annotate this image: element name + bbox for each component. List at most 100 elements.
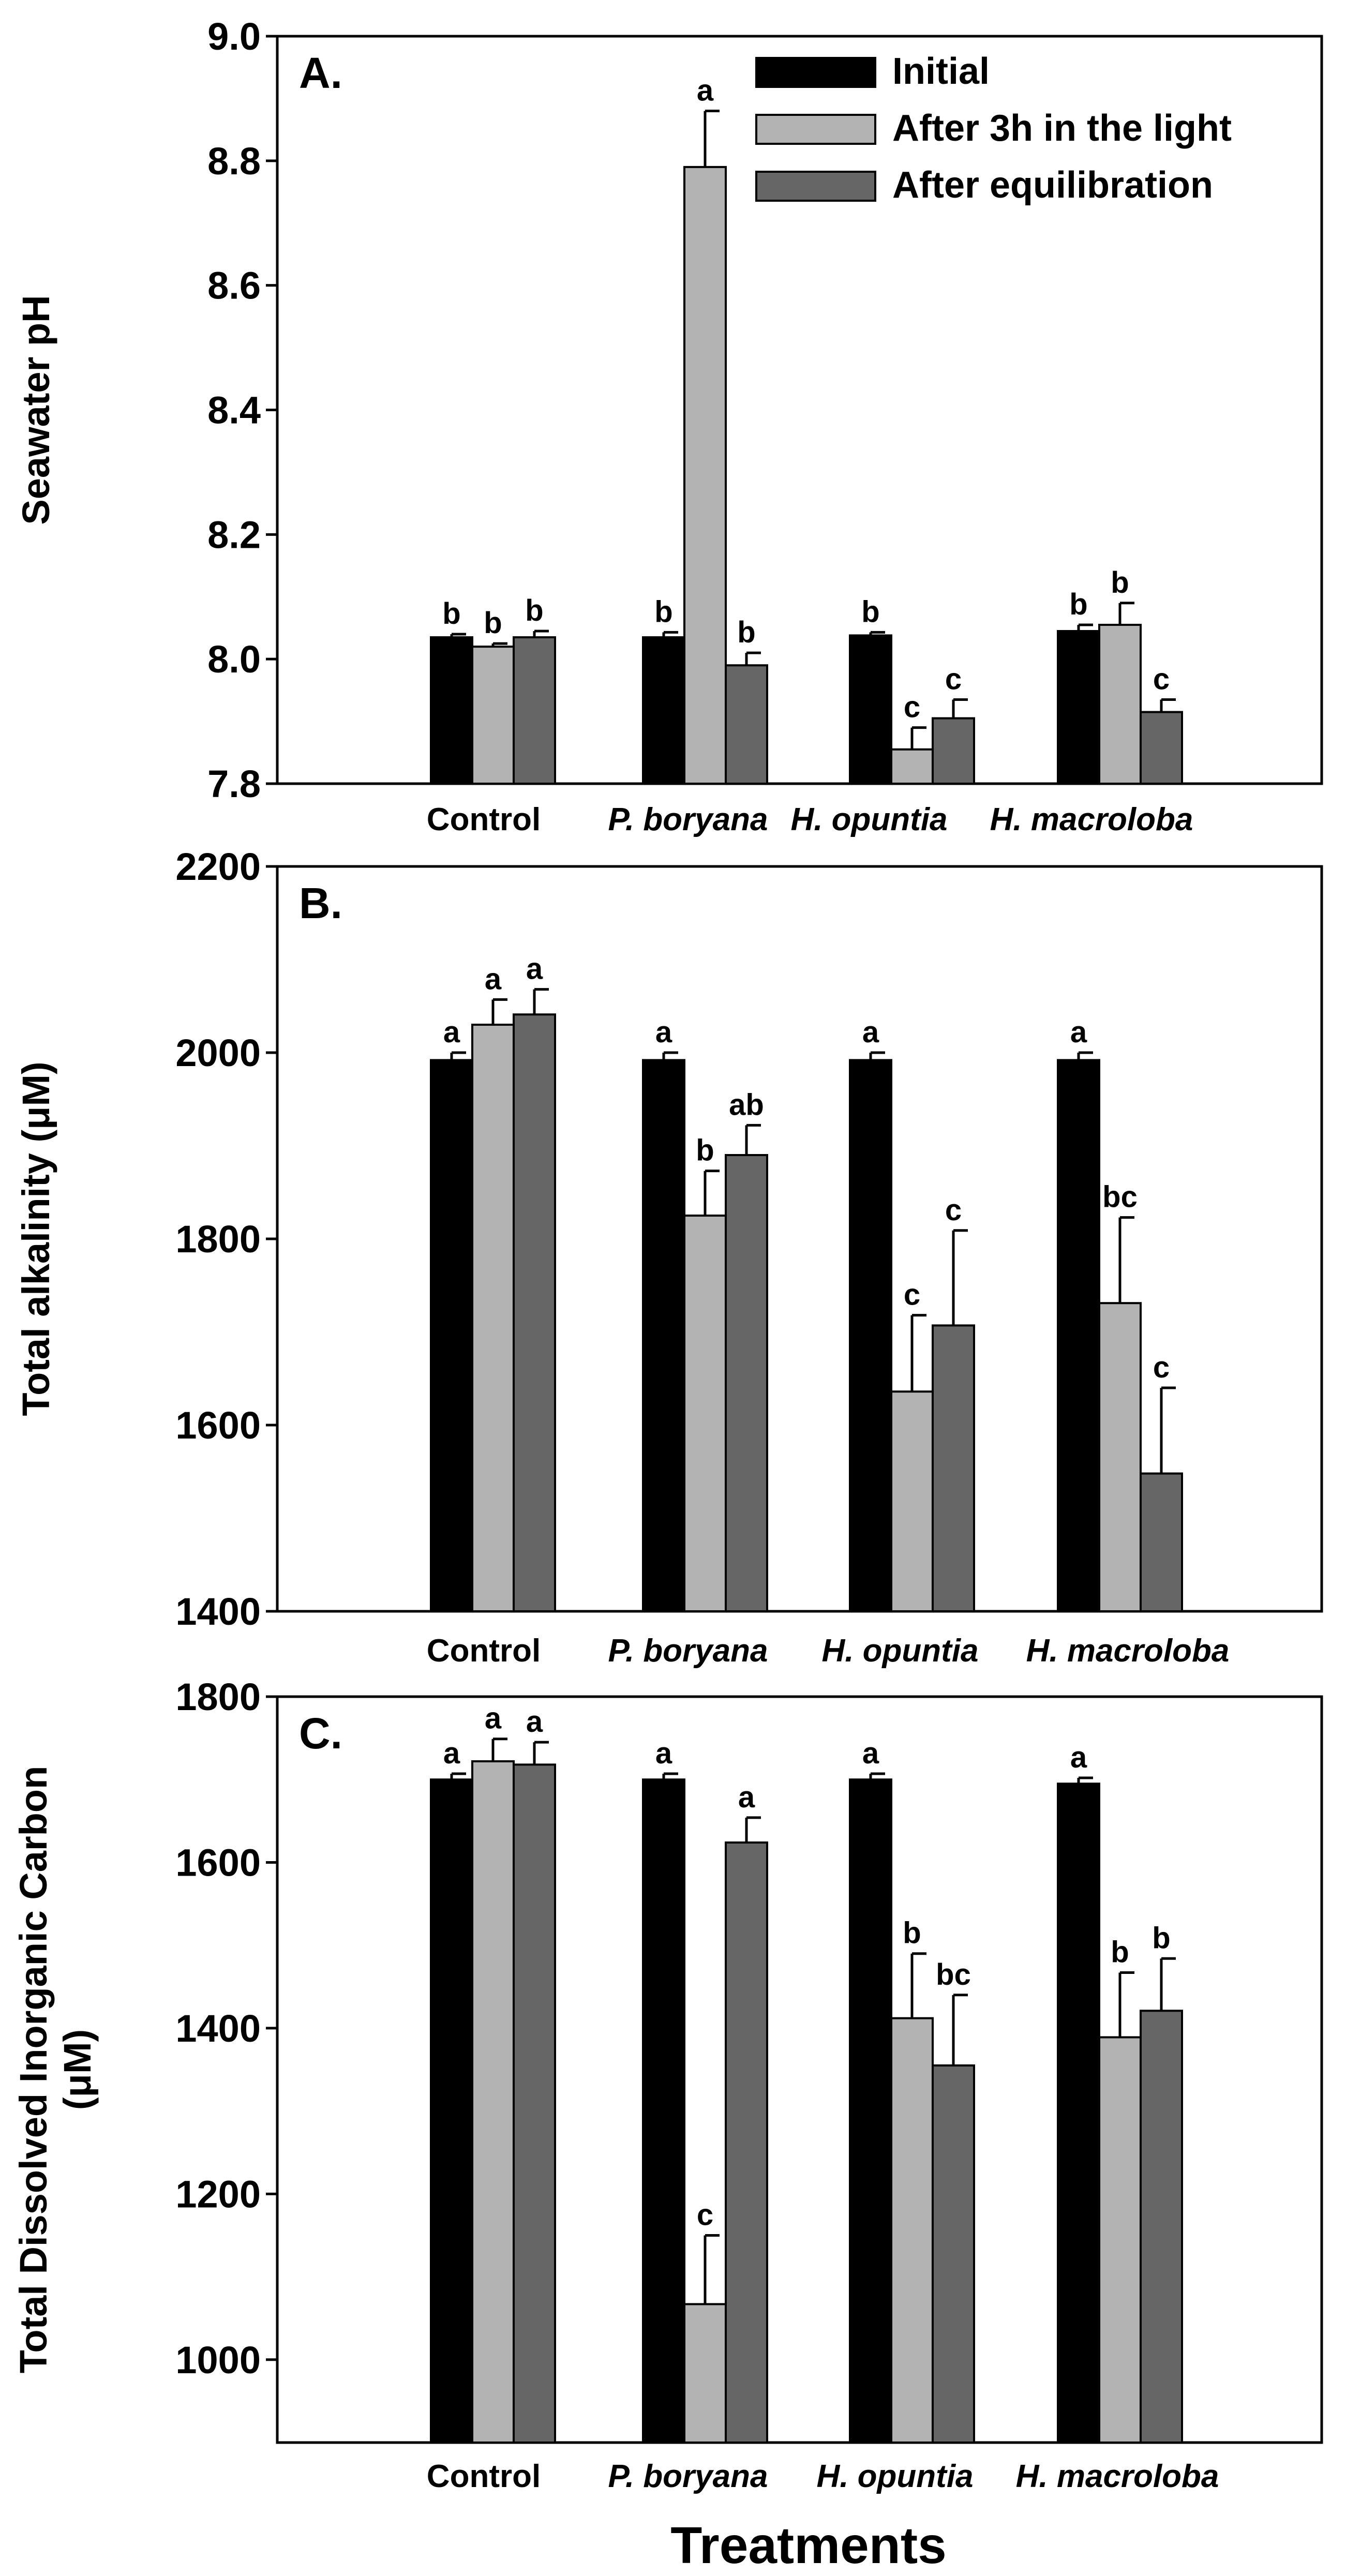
significance-letter: b (1152, 1921, 1170, 1955)
y-tick-label: 1600 (175, 1841, 261, 1884)
y-axis-title: Total alkalinity (μM) (14, 1061, 57, 1416)
significance-letter: c (945, 662, 962, 696)
legend-swatch (755, 114, 876, 145)
significance-letter: c (1153, 1351, 1170, 1384)
legend: Initial After 3h in the light After equili… (755, 51, 1232, 206)
bar (430, 1059, 473, 1612)
bar (471, 646, 515, 785)
bar (932, 2064, 975, 2444)
bar (849, 1778, 892, 2444)
bar (1098, 1302, 1142, 1612)
bar (1098, 2036, 1142, 2444)
bar (890, 2017, 934, 2444)
significance-letter: b (1069, 588, 1087, 621)
significance-letter: bc (1102, 1180, 1138, 1214)
significance-letter: a (697, 74, 714, 108)
significance-letter: a (443, 1015, 460, 1049)
x-axis-title: Treatments (670, 2517, 947, 2574)
x-tick-label: H. opuntia (821, 1633, 978, 1669)
bar (1098, 623, 1142, 785)
x-tick-label: H. opuntia (816, 2459, 973, 2494)
significance-letter: c (904, 1278, 920, 1312)
y-tick-label: 1600 (175, 1404, 261, 1447)
y-axis-title: Seawater pH (14, 295, 57, 525)
significance-letter: c (1153, 662, 1170, 696)
y-tick-label: 1800 (175, 1675, 261, 1718)
significance-letter: a (443, 1736, 460, 1770)
significance-letter: a (862, 1736, 879, 1770)
x-tick-label: H. macroloba (1026, 1633, 1230, 1669)
bar (1057, 1783, 1100, 2444)
bar (725, 664, 768, 785)
y-tick-label: 8.0 (207, 638, 261, 681)
significance-letter: c (697, 2198, 713, 2231)
x-tick-label: Control (427, 2459, 541, 2494)
bar (1140, 1472, 1183, 1613)
bar (849, 634, 892, 785)
y-tick-label: 2200 (175, 845, 261, 888)
legend-label: After equilibration (892, 164, 1213, 206)
legend-swatch (755, 57, 876, 88)
y-tick-label: 8.4 (207, 389, 261, 432)
significance-letter: a (1070, 1741, 1087, 1774)
significance-letter: a (485, 1702, 502, 1735)
y-tick-label: 8.6 (207, 264, 261, 307)
significance-letter: b (1111, 566, 1129, 600)
y-tick-label: 7.8 (207, 762, 261, 805)
significance-letter: bc (936, 1958, 971, 1991)
significance-letter: b (737, 616, 755, 649)
significance-letter: a (655, 1015, 672, 1049)
bar (890, 748, 934, 785)
bar (642, 1778, 685, 2444)
bar (932, 717, 975, 785)
significance-letter: a (485, 962, 502, 996)
legend-label: After 3h in the light (892, 108, 1232, 149)
bar (513, 1763, 556, 2444)
y-axis-title: Total Dissolved Inorganic Carbon(μM) (12, 1766, 99, 2374)
x-tick-label: Control (427, 1633, 541, 1669)
significance-letter: b (696, 1134, 714, 1167)
x-tick-label: H. opuntia (790, 802, 947, 837)
bar (890, 1390, 934, 1612)
bar (642, 636, 685, 785)
significance-letter: b (861, 595, 879, 628)
plot-frame (276, 1695, 1323, 2444)
significance-letter: a (738, 1780, 755, 1814)
x-tick-label: Control (427, 802, 541, 837)
y-tick-label: 8.2 (207, 513, 261, 556)
significance-letter: ab (729, 1088, 764, 1121)
y-tick-label: 1400 (175, 2007, 261, 2050)
legend-swatch (755, 171, 876, 202)
bar (683, 1215, 727, 1612)
y-tick-label: 1800 (175, 1218, 261, 1261)
significance-letter: a (862, 1015, 879, 1049)
y-tick-label: 1000 (175, 2339, 261, 2382)
significance-letter: b (442, 597, 460, 631)
significance-letter: b (903, 1916, 921, 1950)
bar (683, 166, 727, 785)
significance-letter: a (1070, 1015, 1087, 1049)
chart-panel-2: 1400 1600 1800 2000 2200 Total alkalinity (μM… (14, 845, 1323, 1669)
bar (932, 1324, 975, 1612)
bar (471, 1024, 515, 1612)
chart-panel-3: 1000 1200 1400 1600 1800 Total Dissolved Inor… (12, 1675, 1323, 2494)
bar (513, 636, 556, 785)
x-tick-label: H. macroloba (1016, 2459, 1219, 2494)
bar (471, 1760, 515, 2444)
significance-letter: b (1111, 1936, 1129, 1969)
bar (1057, 1059, 1100, 1612)
bar (725, 1841, 768, 2444)
bar (1140, 711, 1183, 785)
significance-letter: b (525, 594, 543, 627)
y-tick-label: 1200 (175, 2173, 261, 2215)
significance-letter: c (904, 691, 920, 724)
significance-letter: c (945, 1193, 962, 1227)
legend-label: Initial (892, 51, 990, 92)
bar (849, 1059, 892, 1612)
bar (725, 1154, 768, 1612)
y-tick-label: 8.8 (207, 140, 261, 183)
panel-label: A. (299, 49, 342, 97)
bar (430, 1778, 473, 2444)
